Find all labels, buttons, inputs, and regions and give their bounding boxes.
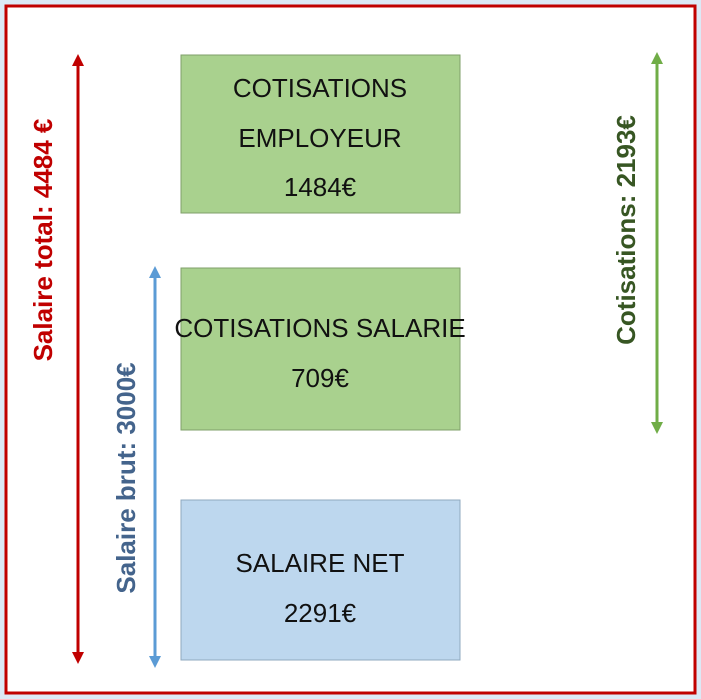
box-text: SALAIRE NET: [235, 548, 404, 578]
box-text: COTISATIONS: [233, 73, 407, 103]
box-employee: [180, 267, 461, 431]
box-text: 2291€: [284, 598, 357, 628]
arrow-label: Salaire total: 4484 €: [28, 119, 58, 362]
box-employer: [180, 54, 461, 214]
arrow-label: Salaire brut: 3000€: [111, 362, 141, 593]
box-text: COTISATIONS SALARIE: [174, 313, 465, 343]
box-text: 1484€: [284, 172, 357, 202]
arrow-label: Cotisations: 2193€: [611, 115, 641, 345]
box-net: [180, 499, 461, 661]
box-text: EMPLOYEUR: [238, 123, 401, 153]
box-text: 709€: [291, 363, 349, 393]
